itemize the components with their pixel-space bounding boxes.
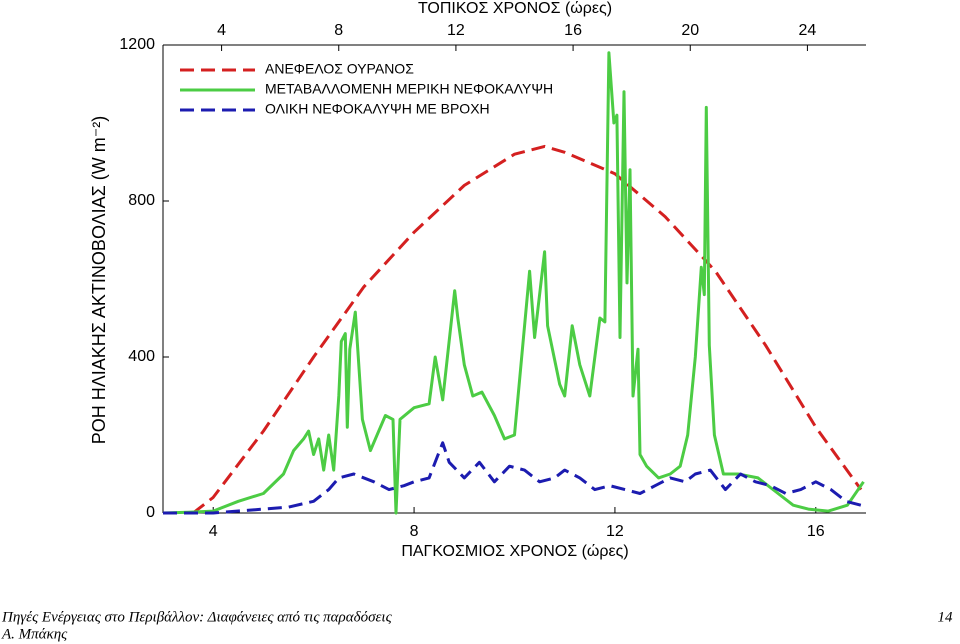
series-line [192, 144, 863, 515]
x2-label: ΤΟΠΙΚΟΣ ΧΡΟΝΟΣ (ώρες) [418, 0, 612, 17]
y-tick-label: 0 [146, 504, 155, 521]
footer-source: Πηγές Ενέργειας στο Περιβάλλον: Διαφάνει… [1, 609, 393, 625]
legend-label: ΜΕΤΑΒΑΛΛΟΜΕΝΗ ΜΕΡΙΚΗ ΝΕΦΟΚΑΛΥΨΗ [265, 81, 553, 97]
y-tick-label: 800 [128, 192, 155, 209]
y-tick-label: 1200 [119, 36, 155, 53]
x-tick-label: 16 [807, 523, 825, 540]
x2-tick-label: 24 [799, 22, 817, 39]
x2-tick-label: 12 [447, 22, 465, 39]
x-tick-label: 12 [606, 523, 624, 540]
series-line [163, 441, 862, 515]
x2-tick-label: 4 [217, 22, 226, 39]
x2-tick-label: 16 [564, 22, 582, 39]
x-tick-label: 4 [209, 523, 218, 540]
y-label: ΡΟΗ ΗΛΙΑΚΗΣ ΑΚΤΙΝΟΒΟΛΙΑΣ (W m⁻²) [89, 116, 109, 445]
x-tick-label: 8 [410, 523, 419, 540]
x2-tick-label: 20 [681, 22, 699, 39]
legend-label: ΑΝΕΦΕΛΟΣ ΟΥΡΑΝΟΣ [265, 61, 414, 77]
x2-tick-label: 8 [334, 22, 343, 39]
legend-label: ΟΛΙΚΗ ΝΕΦΟΚΑΛΥΨΗ ΜΕ ΒΡΟΧΗ [265, 101, 490, 117]
page-number: 14 [938, 609, 954, 625]
footer-author: Α. Μπάκης [1, 626, 68, 642]
series-line [162, 51, 865, 515]
x-label: ΠΑΓΚΟΣΜΙΟΣ ΧΡΟΝΟΣ (ώρες) [401, 543, 628, 560]
y-tick-label: 400 [128, 348, 155, 365]
